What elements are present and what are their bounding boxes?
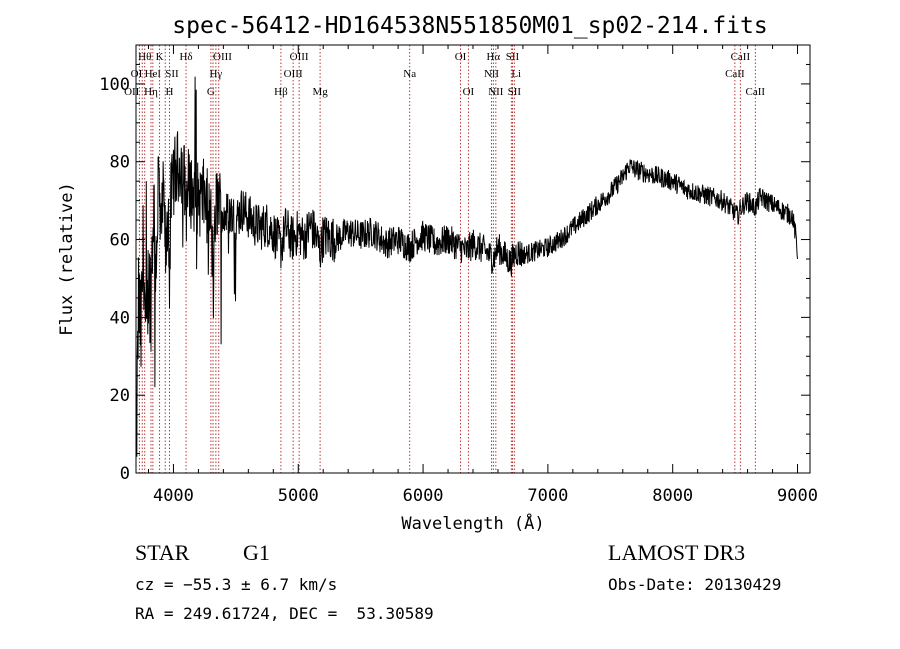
marker-label: Li (511, 68, 521, 80)
marker-label: Hδ (179, 51, 192, 63)
marker-label: OI (463, 86, 475, 98)
marker-label: CaII (725, 68, 745, 80)
marker-label: NII (484, 68, 500, 80)
y-axis-label: Flux (relative) (57, 182, 77, 336)
marker-label: Na (403, 68, 416, 80)
spectrum-series (135, 76, 798, 457)
plot-frame (135, 44, 811, 474)
coordinates-text: RA = 249.61724, DEC = 53.30589 (135, 604, 434, 623)
marker-label: OI (455, 51, 467, 63)
marker-label: Mg (312, 86, 328, 98)
marker-label: OIII (290, 51, 309, 63)
marker-label: HeI (145, 68, 162, 80)
x-tick-label: 8000 (652, 486, 693, 506)
marker-label: NII (488, 86, 504, 98)
y-tick-label: 0 (120, 464, 130, 484)
object-class: STAR (135, 540, 190, 565)
marker-label: CaII (746, 86, 766, 98)
marker-label: OIII (213, 51, 232, 63)
marker-label: K (156, 51, 164, 63)
x-tick-label: 4000 (153, 486, 194, 506)
chart-title: spec-56412-HD164538N551850M01_sp02-214.f… (172, 13, 767, 39)
x-tick-label: 9000 (777, 486, 818, 506)
axes: 4000 5000 6000 7000 8000 9000 0 20 40 60 80 100 (99, 45, 818, 506)
survey-name: LAMOST DR3 (608, 540, 746, 565)
y-tick-label: 100 (99, 75, 130, 95)
x-tick-label: 5000 (278, 486, 319, 506)
y-tick-label: 20 (110, 386, 130, 406)
y-tick-label: 80 (110, 153, 130, 173)
marker-label: Hη (144, 86, 158, 98)
y-tick-label: 60 (110, 231, 130, 251)
marker-label: OI (131, 68, 143, 80)
spectral-line-markers: OIIOIHθHηHeIKSIIHHδGOIIIHγHβOIIIOIIIMgNa… (124, 45, 765, 473)
object-subclass: G1 (243, 540, 270, 565)
y-tick-label: 40 (110, 308, 130, 328)
observation-date: Obs-Date: 20130429 (608, 575, 782, 594)
x-tick-label: 7000 (527, 486, 568, 506)
marker-label: Hγ (209, 68, 222, 80)
spectrum-line (135, 76, 798, 457)
marker-label: G (207, 86, 215, 98)
marker-label: Hα (486, 51, 500, 63)
marker-label: H (165, 86, 173, 98)
x-tick-label: 6000 (403, 486, 444, 506)
marker-label: OIII (284, 68, 303, 80)
marker-label: SII (506, 51, 520, 63)
marker-label: SII (165, 68, 179, 80)
marker-label: SII (508, 86, 522, 98)
marker-label: Hθ (138, 51, 151, 63)
marker-label: Hβ (274, 86, 288, 98)
marker-label: CaII (731, 51, 751, 63)
x-axis-label: Wavelength (Å) (401, 512, 544, 534)
redshift-text: cz = −55.3 ± 6.7 km/s (135, 575, 338, 594)
